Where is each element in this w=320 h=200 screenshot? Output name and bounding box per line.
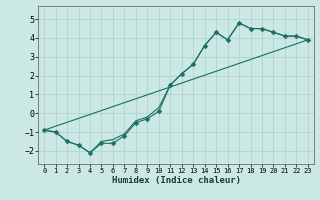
X-axis label: Humidex (Indice chaleur): Humidex (Indice chaleur) bbox=[111, 176, 241, 185]
